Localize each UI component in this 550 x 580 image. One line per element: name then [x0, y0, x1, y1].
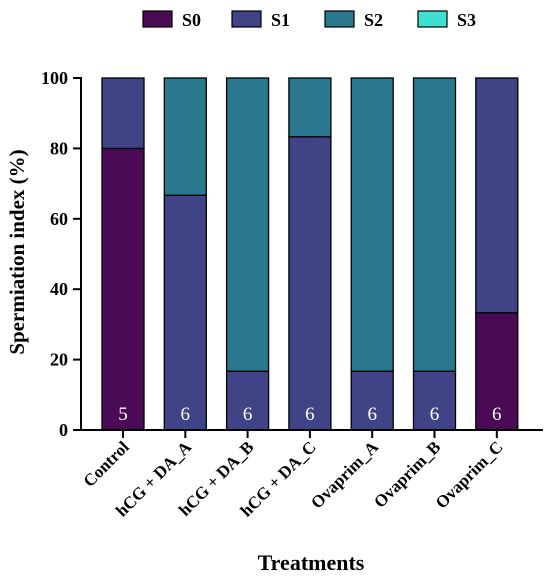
bar-hcg-da-c-s2	[288, 77, 332, 138]
legend-swatch-s1	[231, 10, 262, 28]
legend-swatch-s0	[142, 10, 173, 28]
bar-ovaprim-a-s1	[350, 370, 394, 431]
x-axis-label: Treatments	[258, 550, 365, 575]
legend-swatch-s3	[417, 10, 448, 28]
y-tick-label-60: 60	[50, 209, 68, 229]
legend-label-s2: S2	[364, 10, 383, 30]
y-tick-label-0: 0	[59, 420, 68, 440]
n-label-ovaprim-b: 6	[430, 404, 440, 425]
y-axis-label: Spermiation index (%)	[5, 149, 29, 354]
bars: 5 6 6 6 6 6 6	[101, 77, 519, 431]
legend-label-s0: S0	[182, 10, 201, 30]
n-label-hcg-da-b: 6	[243, 404, 253, 425]
y-tick-label-20: 20	[50, 350, 68, 370]
bar-ovaprim-b-s2	[412, 77, 457, 372]
bar-hcg-da-a-s1	[163, 194, 207, 431]
bar-hcg-da-b-s2	[225, 77, 270, 372]
n-label-hcg-da-c: 6	[305, 404, 315, 425]
bar-ovaprim-c-s1	[475, 77, 519, 314]
n-label-ovaprim-c: 6	[492, 404, 502, 425]
bar-hcg-da-a-s2	[163, 77, 207, 196]
legend-label-s3: S3	[457, 10, 476, 30]
n-label-hcg-da-a: 6	[181, 404, 191, 425]
bar-control-s1	[101, 77, 145, 150]
bar-control-s0	[101, 147, 145, 431]
y-tick-label-80: 80	[50, 138, 68, 158]
legend-label-s1: S1	[271, 10, 290, 30]
bar-ovaprim-c-s0	[475, 312, 519, 431]
y-tick-label-40: 40	[50, 279, 68, 299]
x-tick-label-ovaprim-c: Ovaprim_C	[432, 437, 507, 512]
bar-ovaprim-a-s2	[350, 77, 394, 372]
n-label-ovaprim-a: 6	[367, 404, 377, 425]
n-label-control: 5	[118, 404, 128, 425]
bar-hcg-da-c-s1	[288, 136, 332, 431]
legend-swatch-s2	[324, 10, 355, 28]
x-tick-label-control: Control	[80, 437, 133, 490]
x-tick-label-ovaprim-a: Ovaprim_A	[307, 437, 382, 512]
bar-hcg-da-b-s1	[225, 370, 270, 431]
legend: S0 S1 S2 S3	[142, 10, 476, 30]
y-tick-label-100: 100	[41, 68, 68, 88]
